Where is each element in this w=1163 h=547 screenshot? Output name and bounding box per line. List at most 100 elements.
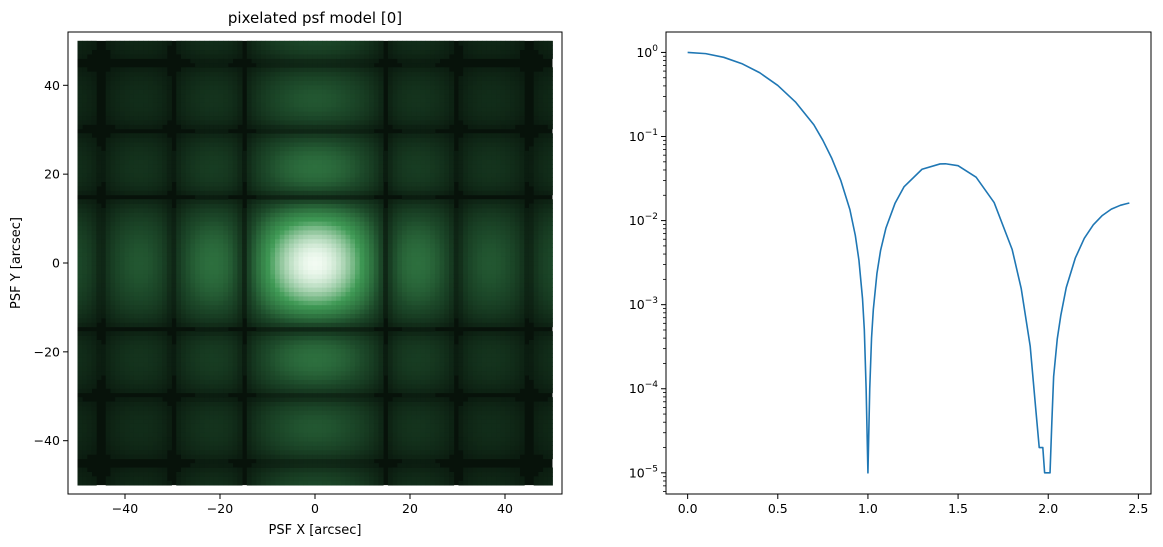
heatmap-cell	[303, 423, 309, 429]
heatmap-cell	[270, 291, 276, 297]
heatmap-cell	[138, 401, 144, 407]
heatmap-cell	[96, 317, 102, 323]
heatmap-cell	[312, 190, 318, 196]
heatmap-cell	[270, 370, 276, 376]
heatmap-cell	[322, 476, 328, 482]
heatmap-cell	[213, 348, 219, 354]
heatmap-cell	[195, 458, 201, 464]
heatmap-cell	[115, 265, 121, 270]
heatmap-cell	[260, 221, 267, 227]
heatmap-cell	[115, 120, 121, 125]
heatmap-cell	[77, 199, 83, 205]
heatmap-cell	[232, 164, 238, 169]
heatmap-cell	[289, 458, 295, 464]
heatmap-cell	[162, 339, 168, 345]
heatmap-cell	[246, 199, 252, 205]
heatmap-cell	[289, 186, 295, 191]
heatmap-cell	[260, 124, 267, 130]
heatmap-cell	[331, 282, 337, 288]
heatmap-cell	[152, 348, 158, 354]
heatmap-cell	[86, 278, 93, 284]
heatmap-cell	[105, 172, 111, 178]
heatmap-cell	[232, 76, 238, 81]
heatmap-cell	[303, 155, 309, 161]
heatmap-cell	[190, 335, 196, 341]
heatmap-cell	[303, 379, 309, 385]
heatmap-cell	[237, 375, 243, 380]
heatmap-cell	[232, 344, 238, 350]
heatmap-cell	[110, 436, 116, 442]
heatmap-cell	[213, 221, 219, 227]
heatmap-cell	[242, 265, 248, 270]
heatmap-cell	[228, 111, 234, 117]
heatmap-cell	[279, 186, 285, 191]
heatmap-cell	[251, 449, 257, 455]
heatmap-cell	[195, 71, 201, 77]
heatmap-cell	[91, 300, 97, 306]
heatmap-cell	[143, 476, 149, 482]
heatmap-cell	[223, 62, 229, 68]
heatmap-cell	[180, 265, 187, 270]
heatmap-cell	[162, 282, 168, 288]
heatmap-cell	[110, 471, 116, 477]
heatmap-cell	[124, 304, 130, 310]
heatmap-cell	[293, 208, 299, 213]
heatmap-cell	[265, 265, 271, 270]
heatmap-cell	[176, 133, 182, 139]
heatmap-cell	[223, 190, 229, 196]
heatmap-cell	[190, 344, 196, 350]
heatmap-cell	[138, 454, 144, 460]
heatmap-cell	[213, 115, 219, 121]
heatmap-cell	[317, 102, 323, 108]
heatmap-cell	[133, 361, 140, 367]
heatmap-cell	[204, 252, 210, 257]
heatmap-cell	[157, 177, 163, 183]
heatmap-cell	[298, 419, 304, 424]
heatmap-cell	[218, 335, 224, 341]
heatmap-cell	[105, 146, 111, 152]
heatmap-cell	[185, 480, 191, 486]
heatmap-cell	[129, 111, 135, 117]
heatmap-cell	[115, 40, 121, 46]
heatmap-cell	[176, 243, 182, 249]
heatmap-cell	[204, 322, 210, 328]
heatmap-cell	[162, 317, 168, 323]
heatmap-cell	[256, 54, 262, 59]
heatmap-cell	[86, 287, 93, 292]
heatmap-cell	[289, 256, 295, 262]
heatmap-cell	[124, 115, 130, 121]
heatmap-cell	[119, 102, 125, 108]
heatmap-cell	[228, 177, 234, 183]
heatmap-cell	[119, 243, 125, 249]
heatmap-cell	[293, 142, 299, 147]
heatmap-cell	[331, 476, 337, 482]
heatmap-cell	[143, 375, 149, 380]
heatmap-cell	[204, 467, 210, 473]
chart-title: pixelated psf model [0]	[228, 9, 402, 27]
heatmap-cell	[312, 304, 318, 310]
heatmap-cell	[213, 476, 219, 482]
heatmap-cell	[157, 208, 163, 213]
heatmap-cell	[298, 427, 304, 433]
heatmap-cell	[279, 419, 285, 424]
heatmap-cell	[303, 326, 309, 332]
heatmap-cell	[110, 115, 116, 121]
heatmap-cell	[289, 401, 295, 407]
heatmap-cell	[152, 278, 158, 284]
heatmap-cell	[199, 291, 205, 297]
heatmap-cell	[115, 216, 121, 222]
heatmap-cell	[326, 76, 332, 81]
heatmap-cell	[166, 410, 172, 416]
heatmap-cell	[86, 436, 93, 442]
heatmap-cell	[228, 379, 234, 385]
heatmap-cell	[204, 159, 210, 165]
heatmap-cell	[298, 247, 304, 253]
heatmap-cell	[223, 265, 229, 270]
heatmap-cell	[331, 454, 337, 460]
heatmap-cell	[91, 230, 97, 235]
heatmap-cell	[322, 67, 328, 73]
heatmap-cell	[204, 190, 210, 196]
heatmap-cell	[228, 80, 234, 86]
heatmap-cell	[260, 274, 267, 279]
heatmap-cell	[275, 190, 281, 196]
